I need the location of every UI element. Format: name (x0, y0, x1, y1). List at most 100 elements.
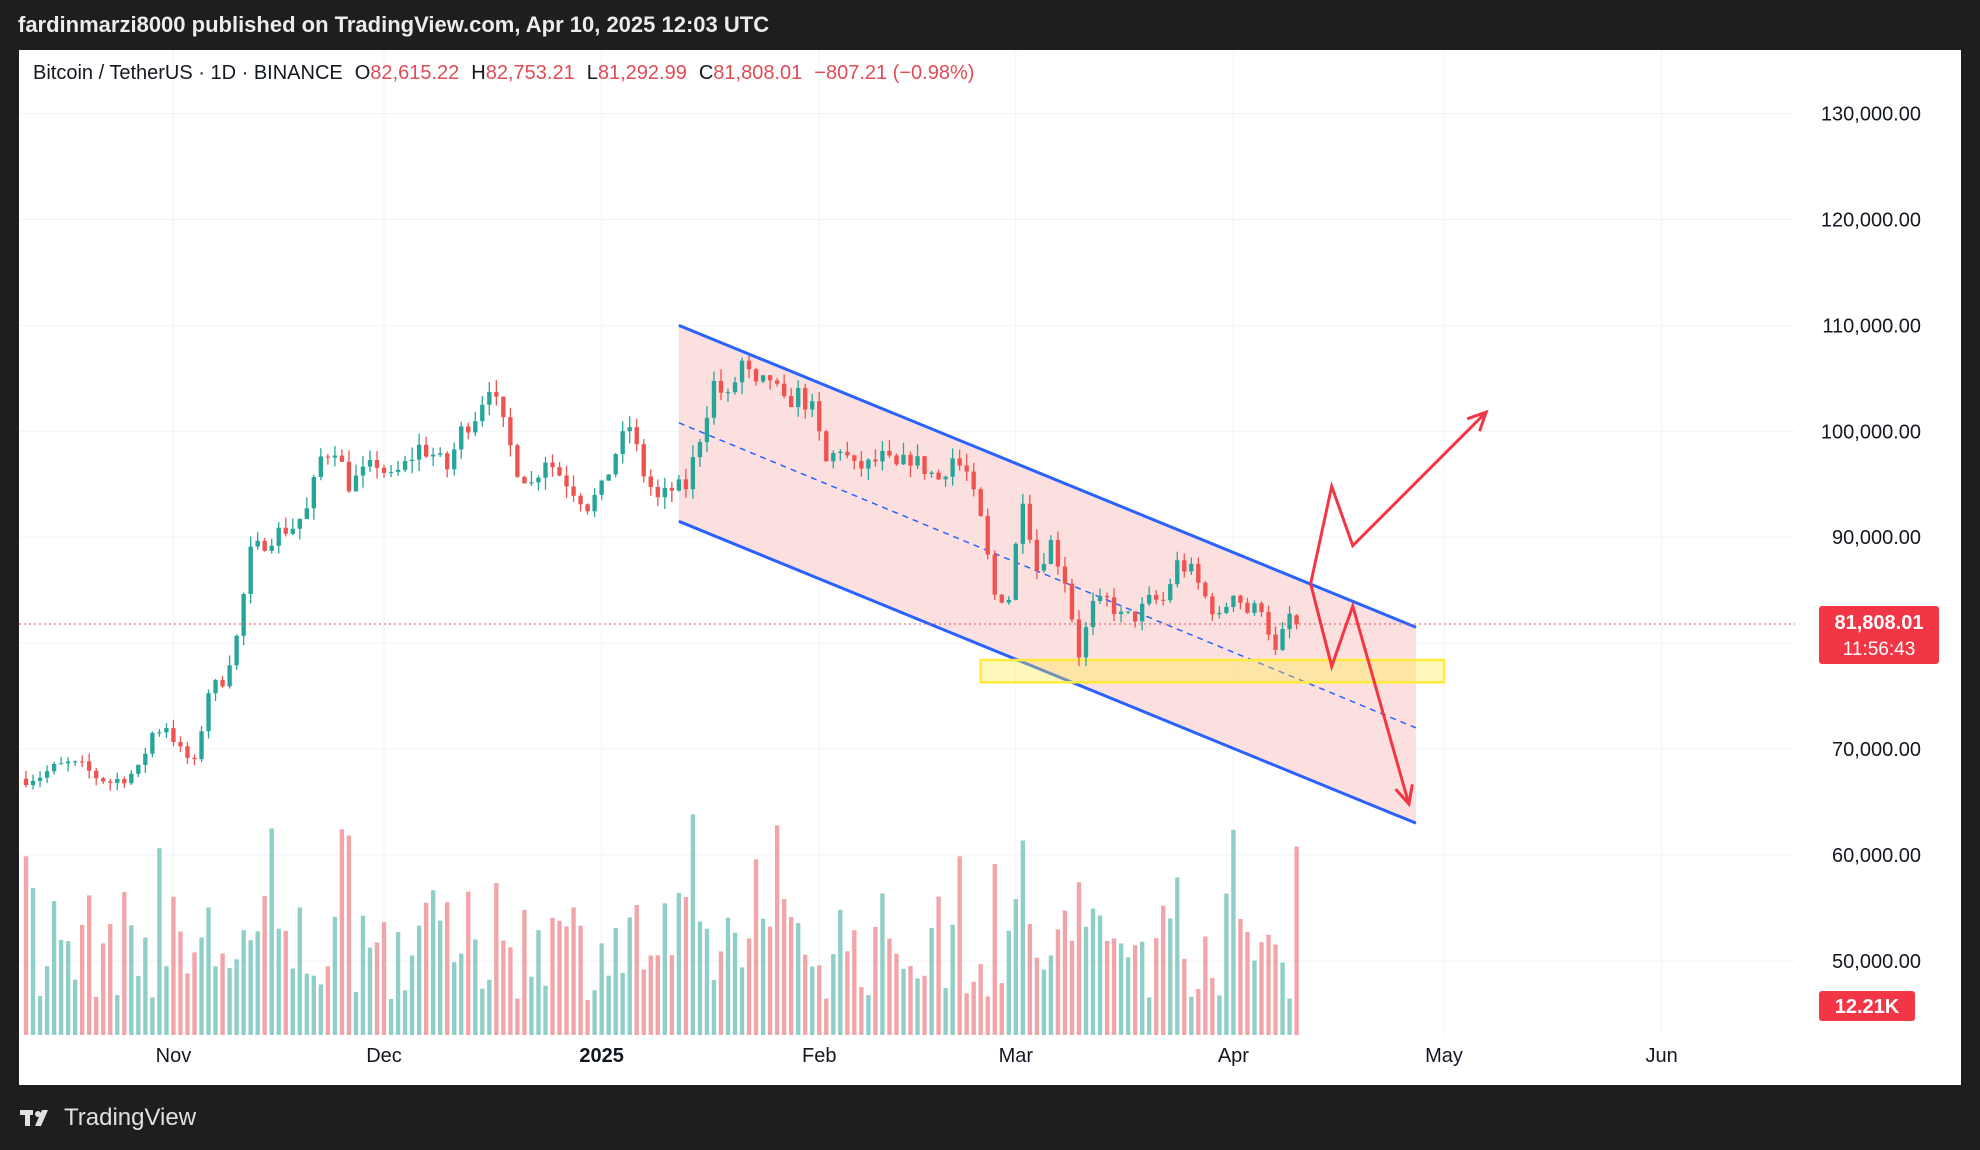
volume-bar (276, 928, 281, 1035)
volume-bar (739, 967, 745, 1035)
candle-body (838, 451, 843, 454)
candle-body (845, 451, 850, 456)
candle-body (880, 450, 885, 462)
volume-bar (438, 920, 443, 1035)
candle-body (613, 454, 618, 475)
volume-bar (388, 998, 394, 1035)
brand-name: TradingView (64, 1103, 197, 1131)
volume-bar (494, 882, 499, 1035)
candle-body (157, 732, 162, 734)
volume-bar (445, 902, 450, 1035)
volume-bar (1259, 942, 1264, 1035)
bearish-arrow-head (1394, 784, 1414, 808)
candle-body (374, 460, 380, 468)
candle-body (985, 516, 990, 555)
y-tick-label: 70,000.00 (1832, 739, 1921, 761)
x-tick-label: May (1425, 1045, 1463, 1067)
y-tick-label: 120,000.00 (1821, 209, 1921, 231)
x-tick-label: Mar (999, 1045, 1034, 1067)
chart-frame[interactable]: 50,000.00 60,000.00 70,000.00 90,000.00 100,… (19, 50, 1961, 1085)
candle-body (557, 467, 562, 476)
symbol-label[interactable]: Bitcoin / TetherUS · 1D · BINANCE (33, 62, 343, 84)
volume-bar (669, 955, 675, 1035)
volume-bar (929, 927, 934, 1035)
volume-bar (655, 955, 660, 1035)
candle-body (929, 472, 934, 474)
volume-bar (283, 930, 288, 1035)
volume-bar (1034, 957, 1040, 1035)
candle-body (1231, 595, 1236, 607)
channel-upper-line (678, 323, 1417, 629)
candle-body (143, 753, 148, 765)
volume-bar (781, 899, 787, 1035)
volume-bar (529, 976, 534, 1035)
y-tick-label: 50,000.00 (1832, 951, 1921, 973)
candle-body (72, 761, 78, 763)
candle-body (346, 461, 352, 492)
volume-badge-value: 12.21K (1835, 996, 1900, 1018)
candle-body (866, 459, 871, 469)
candle-body (423, 444, 429, 457)
candle-body (339, 455, 345, 462)
volume-bar (774, 825, 780, 1035)
volume-bar (241, 930, 246, 1035)
candle-body (817, 401, 822, 432)
candle-body (936, 472, 941, 480)
candle-body (1041, 563, 1047, 571)
price-chart[interactable]: 50,000.00 60,000.00 70,000.00 90,000.00 100,… (19, 50, 1961, 1085)
candle-body (1069, 583, 1075, 620)
candle-body (564, 475, 569, 487)
candle-body (494, 392, 499, 397)
volume-bar (171, 896, 176, 1035)
volume-bar (606, 975, 611, 1035)
candle-body (522, 476, 527, 484)
volume-bar (732, 932, 738, 1035)
volume-bar (220, 953, 225, 1035)
candle-body (164, 728, 169, 733)
volume-bar (817, 965, 822, 1035)
candle-body (58, 763, 64, 765)
volume-bar (1013, 899, 1018, 1035)
y-tick-label: 90,000.00 (1832, 527, 1921, 549)
volume-bar (44, 966, 50, 1035)
candle-body (409, 459, 415, 462)
volume-bar (711, 979, 717, 1035)
price-badge (1819, 605, 1939, 664)
candle-body (915, 456, 920, 466)
candle-body (1147, 594, 1152, 604)
y-axis: 50,000.00 60,000.00 70,000.00 90,000.00 100,… (1821, 104, 1921, 973)
volume-bar (395, 932, 401, 1035)
volume-bar (192, 952, 197, 1035)
price-badge-value: 81,808.01 (1835, 612, 1924, 634)
candle-body (739, 360, 745, 383)
volume-bar (136, 975, 141, 1035)
candle-body (887, 450, 892, 456)
tradingview-logo[interactable]: TradingView (20, 1104, 196, 1132)
volume-bar (466, 891, 471, 1035)
volume-bar (1175, 877, 1180, 1035)
candle-body (332, 455, 338, 458)
volume-bar (1294, 846, 1299, 1035)
candle-body (859, 460, 864, 469)
candle-body (508, 417, 513, 446)
volume-bar (23, 856, 29, 1035)
volume-bar (1041, 969, 1047, 1035)
volume-bar (1210, 977, 1215, 1035)
volume-bar (1217, 995, 1222, 1035)
volume-bar (873, 926, 878, 1035)
volume-bar (297, 907, 302, 1035)
candle-body (122, 779, 127, 784)
volume-bar (37, 995, 43, 1035)
candle-body (578, 495, 583, 505)
volume-bar (992, 863, 997, 1035)
candle-body (108, 781, 113, 783)
candle-body (1104, 595, 1110, 598)
volume-bar (894, 953, 899, 1035)
candle-body (873, 459, 878, 462)
volume-bar (402, 990, 408, 1035)
volume-bar (1048, 955, 1054, 1035)
candle-body (1294, 615, 1299, 624)
volume-bar (178, 931, 183, 1035)
published-line: fardinmarzi8000 published on TradingView… (18, 12, 770, 37)
candle-body (803, 388, 808, 410)
